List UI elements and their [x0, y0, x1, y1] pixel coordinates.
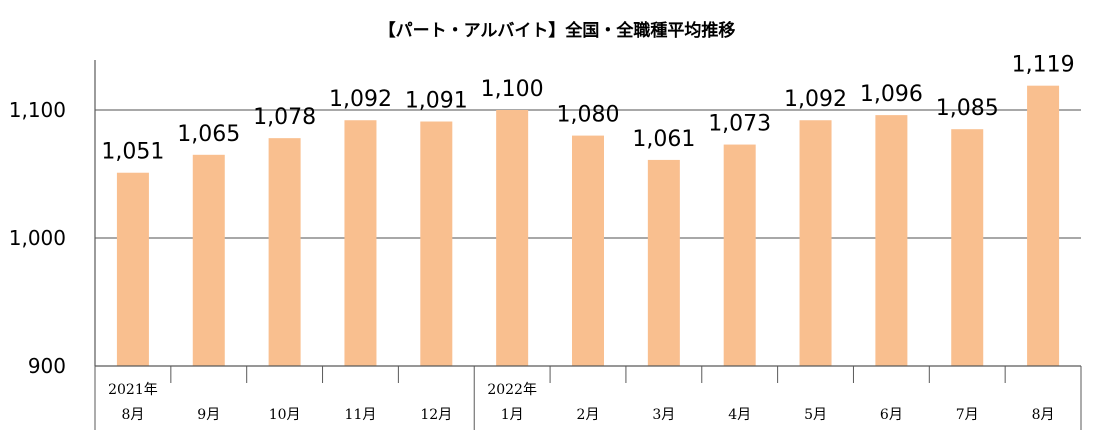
x-tick-label: 12月	[420, 407, 452, 423]
data-label: 1,119	[1012, 53, 1075, 78]
data-label: 1,092	[329, 87, 392, 112]
bar	[951, 129, 984, 366]
year-label: 2022年	[487, 382, 537, 398]
bar	[268, 138, 301, 366]
x-tick-label: 10月	[269, 407, 301, 423]
bars	[116, 85, 1060, 367]
x-tick-label: 8月	[1032, 407, 1055, 423]
y-tick-label: 1,100	[9, 98, 66, 122]
bar	[875, 115, 908, 367]
data-label: 1,065	[177, 122, 240, 147]
x-tick-label: 11月	[345, 407, 377, 423]
bar	[799, 120, 832, 367]
chart-title: 【パート・アルバイト】全国・全職種平均推移	[379, 20, 736, 41]
bar	[344, 120, 377, 367]
data-label: 1,100	[481, 77, 544, 102]
bar	[192, 154, 225, 366]
x-tick-label: 4月	[728, 407, 751, 423]
x-tick-label: 3月	[652, 407, 675, 423]
x-tick-label: 5月	[804, 407, 827, 423]
x-tick-label: 6月	[880, 407, 903, 423]
bar	[116, 172, 149, 366]
bar	[496, 110, 529, 366]
year-label: 2021年	[108, 382, 158, 398]
x-tick-label: 9月	[197, 407, 220, 423]
data-labels: 1,051 1,065 1,078 1,092 1,091 1,100 1,080 1,061…	[101, 53, 1074, 165]
x-tick-label: 7月	[956, 407, 979, 423]
data-label: 1,073	[708, 112, 771, 137]
y-tick-label: 1,000	[9, 226, 66, 250]
x-tick-label: 1月	[501, 407, 524, 423]
data-label: 1,051	[101, 140, 164, 165]
y-tick-label: 900	[28, 354, 66, 378]
bar	[723, 144, 756, 366]
x-tick-label: 2月	[577, 407, 600, 423]
x-tick-label: 8月	[121, 407, 144, 423]
bar	[420, 121, 453, 367]
data-label: 1,085	[936, 96, 999, 121]
data-label: 1,080	[557, 103, 620, 128]
y-axis: 900 1,000 1,100	[9, 60, 96, 378]
data-label: 1,061	[632, 127, 695, 152]
data-label: 1,092	[784, 87, 847, 112]
bar	[647, 159, 680, 366]
data-label: 1,078	[253, 105, 316, 130]
x-axis: 8月 2021年 9月 10月 11月 12月 1月 2022年 2月 3月 4月 5月 6月 7月 8月	[94, 365, 1082, 430]
data-label: 1,096	[860, 82, 923, 107]
bar	[572, 135, 604, 366]
data-label: 1,091	[405, 89, 468, 114]
bar	[1027, 85, 1060, 367]
